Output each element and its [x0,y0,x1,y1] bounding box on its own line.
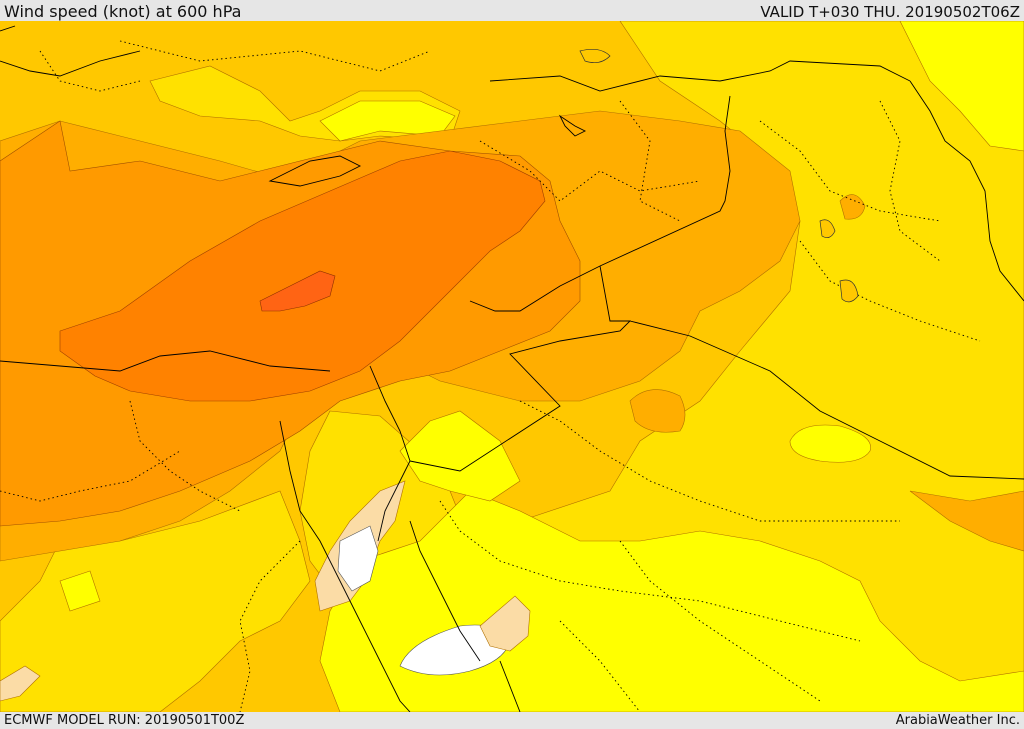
map-title: Wind speed (knot) at 600 hPa [4,2,242,21]
field-red-orange-core [259,270,336,312]
wind-speed-map[interactable] [0,21,1024,712]
model-run: ECMWF MODEL RUN: 20190501T00Z [4,713,245,728]
lakes [579,49,859,303]
field-bright-yellow-west [59,570,101,612]
field-bright-yellow-center [399,410,521,502]
field-cream-west [0,665,41,702]
field-bright-yellow-northeast [899,21,1024,152]
field-amber-blob [629,389,686,433]
field-bright-yellow-oval [789,424,871,463]
field-cream-gulf [479,595,531,652]
field-amber-spot [839,194,866,220]
footer-bar: ECMWF MODEL RUN: 20190501T00Z ArabiaWeat… [0,712,1024,729]
map-canvas [0,21,1024,712]
credit-label: ArabiaWeather Inc. [895,713,1020,728]
province-borders [0,40,981,712]
field-bright-yellow-north-strip [319,100,456,142]
field-white-sinai [337,525,379,592]
field-dark-orange [59,150,546,402]
header-bar: Wind speed (knot) at 600 hPa VALID T+030… [0,0,1024,21]
field-amber-east-patch [909,490,1024,552]
country-borders [0,25,1024,712]
valid-time: VALID T+030 THU. 20190502T06Z [760,3,1020,21]
